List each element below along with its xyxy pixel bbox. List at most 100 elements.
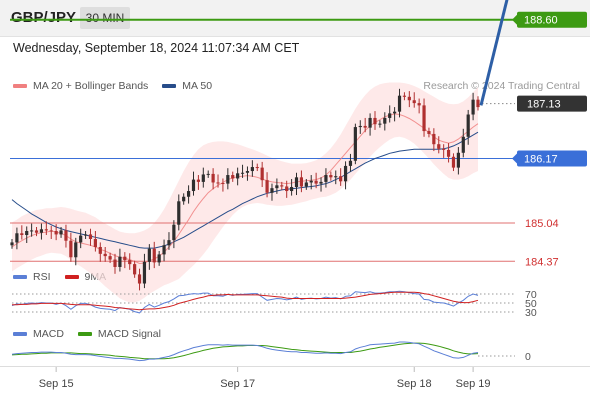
candle-body bbox=[373, 117, 377, 125]
candle-body bbox=[182, 196, 186, 202]
candle-body bbox=[290, 187, 294, 192]
candle-body bbox=[383, 117, 387, 124]
candle-body bbox=[49, 230, 53, 232]
candle-body bbox=[186, 191, 191, 197]
current-price-tag bbox=[517, 95, 587, 112]
candle-body bbox=[64, 230, 68, 241]
candle-body bbox=[98, 246, 102, 254]
candle-body bbox=[231, 175, 235, 179]
chart-datetime: Wednesday, September 18, 2024 11:07:34 A… bbox=[13, 41, 300, 55]
level-label: 186.17 bbox=[524, 153, 558, 165]
candle-body bbox=[167, 240, 171, 246]
candle-body bbox=[397, 95, 402, 112]
candle-body bbox=[152, 248, 156, 263]
candle-body bbox=[466, 114, 470, 137]
candle-body bbox=[456, 152, 460, 168]
candle-body bbox=[236, 173, 240, 179]
timeframe-badge[interactable]: 30 MIN bbox=[80, 7, 130, 29]
candle-body bbox=[245, 171, 250, 173]
candle-body bbox=[79, 235, 83, 243]
level-tag-pointer bbox=[512, 153, 517, 164]
candle-body bbox=[74, 242, 78, 258]
x-tick-label: Sep 15 bbox=[39, 378, 74, 390]
macd-legend-label: MACD bbox=[33, 328, 64, 340]
research-credit: Research © 2024 Trading Central bbox=[423, 80, 580, 92]
candle-body bbox=[191, 179, 196, 192]
candle-body bbox=[157, 254, 161, 263]
level-label: 184.37 bbox=[525, 256, 559, 268]
candle-body bbox=[280, 185, 284, 187]
candle-body bbox=[25, 231, 29, 235]
candle-body bbox=[69, 240, 73, 258]
candles-group bbox=[10, 88, 480, 291]
candle-body bbox=[432, 133, 436, 145]
x-tick-label: Sep 17 bbox=[220, 378, 255, 390]
time-axis-line bbox=[0, 366, 590, 367]
candle-body bbox=[30, 230, 34, 232]
current-price-label: 187.13 bbox=[527, 99, 561, 111]
macd-signal-legend-label: MACD Signal bbox=[97, 328, 161, 340]
candle-body bbox=[309, 180, 313, 183]
candle-body bbox=[250, 167, 254, 172]
candle-body bbox=[196, 179, 200, 182]
candle-body bbox=[471, 99, 475, 115]
macd-signal-legend-swatch bbox=[77, 332, 92, 336]
ma20-legend-swatch bbox=[13, 84, 27, 88]
macd-line bbox=[11, 341, 479, 362]
candle-body bbox=[211, 173, 215, 183]
macd-legend-swatch bbox=[13, 332, 27, 336]
candle-body bbox=[324, 175, 328, 182]
candle-body bbox=[59, 230, 63, 235]
candle-body bbox=[216, 182, 220, 184]
candle-body bbox=[363, 125, 367, 128]
candle-body bbox=[113, 259, 117, 267]
candle-body bbox=[34, 230, 39, 233]
rsi-ma-legend-swatch bbox=[64, 275, 79, 279]
ma50-legend-swatch bbox=[162, 84, 177, 88]
rsi-legend-label: RSI bbox=[33, 271, 51, 283]
rsi-level-label: 50 bbox=[525, 298, 537, 310]
candle-body bbox=[461, 136, 465, 153]
candle-body bbox=[329, 175, 333, 178]
candle-body bbox=[172, 224, 176, 241]
candle-body bbox=[93, 238, 97, 247]
candle-body bbox=[299, 177, 304, 187]
x-tick-label: Sep 18 bbox=[397, 378, 432, 390]
macd-signal-line bbox=[11, 342, 479, 360]
candle-body bbox=[255, 167, 259, 169]
candle-body bbox=[442, 148, 446, 150]
candle-body bbox=[177, 201, 181, 225]
candle-body bbox=[358, 125, 362, 128]
candle-body bbox=[476, 99, 480, 108]
candle-body bbox=[378, 123, 382, 125]
candle-body bbox=[83, 234, 88, 236]
candle-body bbox=[427, 131, 431, 134]
ma50-legend-label: MA 50 bbox=[182, 80, 213, 92]
candle-body bbox=[123, 256, 127, 261]
candle-body bbox=[275, 185, 279, 189]
candle-body bbox=[88, 234, 93, 239]
candle-body bbox=[270, 188, 274, 193]
candle-body bbox=[437, 144, 441, 149]
candle-body bbox=[368, 117, 372, 128]
macd-legend: MACD MACD Signal bbox=[13, 328, 161, 340]
candle-body bbox=[343, 165, 348, 182]
candle-body bbox=[10, 242, 14, 246]
candle-body bbox=[265, 180, 269, 193]
candle-body bbox=[15, 233, 19, 243]
candle-body bbox=[260, 167, 264, 181]
candle-body bbox=[133, 264, 137, 275]
level-label: 185.04 bbox=[525, 218, 559, 230]
candle-body bbox=[108, 256, 112, 260]
candle-body bbox=[226, 175, 230, 184]
candle-body bbox=[142, 261, 147, 284]
rsi-ma-line bbox=[12, 291, 479, 311]
candle-body bbox=[201, 174, 205, 182]
rsi-legend-swatch bbox=[13, 275, 27, 279]
candle-body bbox=[314, 180, 318, 184]
candle-body bbox=[221, 183, 225, 185]
candle-body bbox=[348, 160, 353, 166]
candle-body bbox=[20, 233, 24, 235]
candle-body bbox=[240, 172, 245, 174]
